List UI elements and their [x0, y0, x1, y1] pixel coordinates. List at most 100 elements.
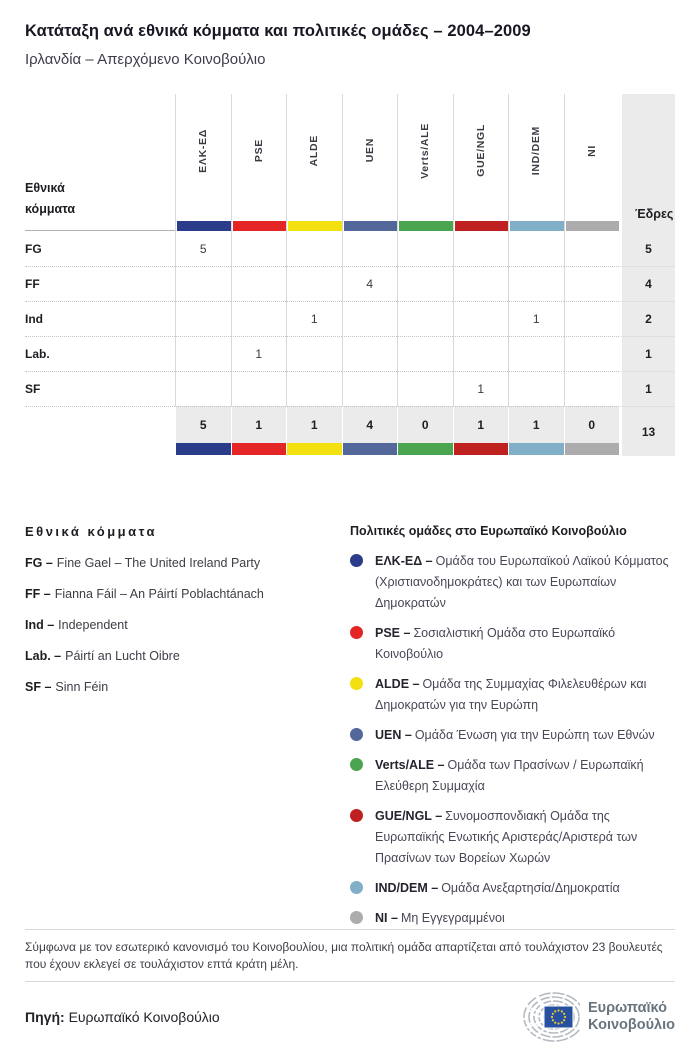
legend-color-dot — [350, 554, 363, 567]
table-cell — [508, 336, 564, 371]
table-cell — [175, 336, 231, 371]
group-color-bar — [286, 443, 342, 455]
group-color-bar — [510, 221, 564, 231]
group-color-bar — [343, 221, 397, 231]
group-color-bar — [177, 221, 231, 231]
footer: Πηγή: Ευρωπαϊκό Κοινοβούλιο — [25, 982, 675, 1052]
group-color-bar — [563, 443, 619, 455]
legend-color-dot — [350, 911, 363, 924]
table-cell — [175, 266, 231, 301]
row-header-cell: Εθνικά κόμματα — [25, 94, 175, 231]
table-cell — [286, 371, 342, 406]
column-header-ind-dem: IND/DEM — [508, 94, 564, 231]
legend-party-item: SF – Sinn Féin — [25, 680, 109, 694]
european-parliament-logo: Ευρωπαϊκό Κοινοβούλιο — [518, 992, 675, 1042]
column-header-uen: UEN — [341, 94, 397, 231]
logo-wordmark: Ευρωπαϊκό Κοινοβούλιο — [587, 1000, 675, 1033]
legend-group-item: Verts/ALE – Ομάδα των Πρασίνων / Ευρωπαϊκ… — [350, 755, 675, 797]
seats-cell: 1 — [619, 336, 675, 371]
legend-color-dot — [350, 626, 363, 639]
group-color-bar — [232, 221, 286, 231]
table-cell — [452, 301, 508, 336]
ranking-table: Εθνικά κόμματα ΕΛΚ-ΕΔ PSE ALDE UEN Verts… — [25, 94, 675, 456]
table-cell — [508, 371, 564, 406]
table-cell: 5 — [175, 231, 231, 266]
table-cell — [397, 336, 453, 371]
column-header-verts-ale: Verts/ALE — [397, 94, 453, 231]
legend-color-dot — [350, 677, 363, 690]
legend-party-item: Ind – Independent — [25, 618, 128, 632]
table-cell — [397, 231, 453, 266]
table-cell — [230, 266, 286, 301]
table-cell — [341, 371, 397, 406]
seats-cell: 2 — [619, 301, 675, 336]
table-cell — [563, 336, 619, 371]
row-label-fg: FG — [25, 241, 42, 256]
group-color-bar — [399, 221, 453, 231]
group-color-bar — [341, 443, 397, 455]
row-label-lab: Lab. — [25, 336, 175, 371]
table-cell — [175, 301, 231, 336]
column-header-pse: PSE — [230, 94, 286, 231]
legend-color-dot — [350, 758, 363, 771]
table-cell — [397, 301, 453, 336]
table-cell — [286, 266, 342, 301]
table-cell: 4 — [341, 266, 397, 301]
legend-group-item: PSE – Σοσιαλιστική Ομάδα στο Ευρωπαϊκό Κο… — [350, 623, 675, 665]
row-label-ff: FF — [25, 266, 175, 301]
table-cell — [563, 301, 619, 336]
table-cell — [452, 231, 509, 266]
footnote: Σύμφωνα με τον εσωτερικό κανονισμό του Κ… — [25, 940, 663, 971]
legend-color-dot — [350, 809, 363, 822]
legend-parties-heading: Εθνικά κόμματα — [25, 524, 158, 539]
total-seats-cell: 13 — [619, 406, 675, 456]
table-cell: 1 — [230, 336, 286, 371]
legend-group-item: GUE/NGL – Συνομοσπονδιακή Ομάδα της Ευρωπ… — [350, 806, 675, 869]
group-color-bar — [397, 443, 453, 455]
table-cell — [508, 266, 564, 301]
table-cell — [230, 301, 286, 336]
table-cell — [563, 371, 619, 406]
source-value: Ευρωπαϊκό Κοινοβούλιο — [68, 1009, 220, 1025]
legend-group-item: IND/DEM – Ομάδα Ανεξαρτησία/Δημοκρατία — [350, 878, 675, 899]
legend-groups-heading: Πολιτικές ομάδες στο Ευρωπαϊκό Κοινοβούλ… — [350, 524, 627, 538]
legend-group-item: ΕΛΚ-ΕΔ – Ομάδα του Ευρωπαϊκού Λαϊκού Κόμμ… — [350, 551, 675, 614]
total-cell-elk-ed: 5 — [175, 406, 231, 443]
row-label-ind: Ind — [25, 301, 175, 336]
legend-national-parties: Εθνικά κόμματα FG – Fine Gael – The Unite… — [25, 524, 350, 929]
table-cell — [230, 231, 287, 266]
table-cell: 1 — [508, 301, 564, 336]
legend-color-dot — [350, 881, 363, 894]
group-color-bar — [454, 221, 508, 231]
table-cell — [508, 231, 564, 266]
totals-row-spacer — [25, 406, 175, 443]
table-cell: 1 — [452, 371, 508, 406]
legend-political-groups: Πολιτικές ομάδες στο Ευρωπαϊκό Κοινοβούλ… — [350, 524, 675, 929]
seats-cell: 4 — [619, 266, 675, 301]
page-title: Κατάταξη ανά εθνικά κόμματα και πολιτικέ… — [25, 22, 531, 40]
legend-color-dot — [350, 728, 363, 741]
total-cell-ind-dem: 1 — [508, 406, 564, 443]
legend-group-item: ALDE – Ομάδα της Συμμαχίας Φιλελευθέρων κ… — [350, 674, 675, 716]
table-cell — [563, 266, 619, 301]
legend-group-item: NI – Μη Εγγεγραμμένοι — [350, 908, 675, 929]
table-cell — [286, 231, 342, 266]
row-label-sf: SF — [25, 371, 175, 406]
group-color-bar — [230, 443, 286, 455]
seats-cell: 5 — [619, 231, 675, 266]
row-header-label: Εθνικά κόμματα — [25, 181, 76, 216]
table-cell — [230, 371, 286, 406]
table-cell — [452, 266, 508, 301]
source-label: Πηγή: — [25, 1009, 65, 1025]
bars-row-spacer — [25, 443, 175, 456]
table-cell — [341, 301, 397, 336]
legend-party-item: FG – Fine Gael – The United Ireland Party — [25, 556, 261, 570]
column-header-gue-ngl: GUE/NGL — [452, 94, 508, 231]
legend-party-item: FF – Fianna Fáil – An Páirtí Poblachtánac… — [25, 587, 264, 601]
source-line: Πηγή: Ευρωπαϊκό Κοινοβούλιο — [25, 1009, 220, 1025]
note-block: Σύμφωνα με τον εσωτερικό κανονισμό του Κ… — [25, 929, 675, 982]
column-header-alde: ALDE — [286, 94, 342, 231]
hemicycle-flag-icon — [519, 992, 580, 1042]
total-cell-ni: 0 — [563, 406, 619, 443]
